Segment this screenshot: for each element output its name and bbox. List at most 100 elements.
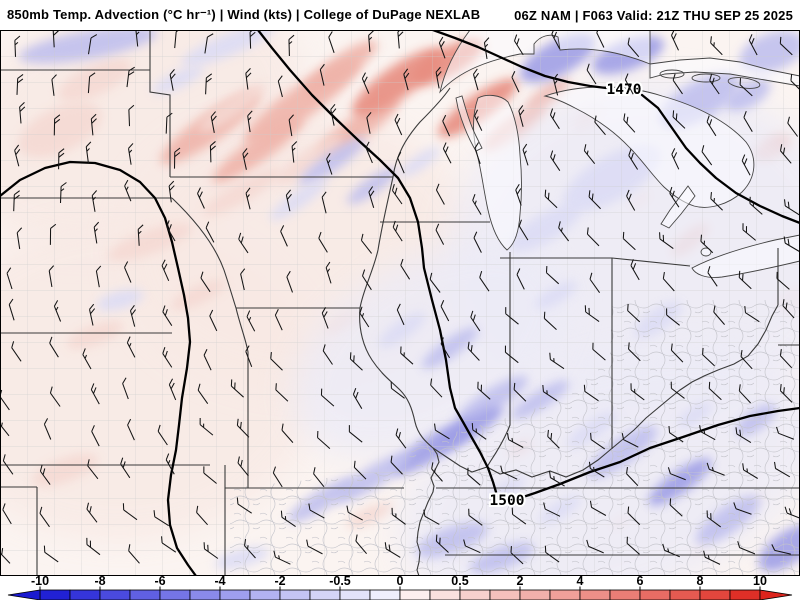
wind-barb — [513, 382, 527, 402]
wind-barb — [739, 78, 753, 97]
title-bar: 850mb Temp. Advection (°C hr⁻¹) | Wind (… — [0, 0, 800, 30]
wind-barb — [11, 341, 22, 362]
wind-barb — [628, 342, 641, 362]
wind-barb — [670, 343, 684, 363]
colorbar-segment — [129, 589, 161, 600]
wind-barb — [479, 271, 490, 292]
wind-barb — [740, 349, 753, 370]
wind-barb — [165, 453, 175, 475]
colorbar: -10 -8 -6 -4 -2 -0.5 0 0.5 2 4 6 8 10 — [0, 576, 800, 600]
wind-barb — [127, 418, 135, 441]
colorbar-tick-label: 0 — [397, 576, 404, 588]
height-contours: 1470 1500 — [0, 30, 800, 576]
wind-barb — [330, 103, 337, 126]
wind-barb — [14, 35, 21, 57]
wind-barb — [397, 151, 405, 174]
wind-barb — [545, 266, 560, 285]
wind-barb — [236, 418, 250, 438]
wind-barb — [368, 30, 374, 52]
wind-barb — [169, 69, 176, 91]
wind-barb — [197, 187, 205, 209]
wind-barb — [126, 66, 135, 88]
wind-barb — [82, 348, 92, 370]
colorbar-segment — [609, 589, 641, 600]
wind-barb — [709, 73, 720, 95]
wind-barb — [707, 266, 718, 287]
wind-barb — [627, 506, 641, 526]
wind-barb — [467, 467, 481, 486]
wind-barb — [87, 72, 96, 94]
wind-barb — [776, 426, 795, 440]
wind-barb — [391, 183, 403, 205]
wind-barb — [592, 342, 606, 361]
wind-barb — [249, 30, 256, 49]
wind-barb — [328, 31, 335, 53]
wind-barb — [779, 384, 793, 403]
height-contour-line — [256, 30, 498, 494]
wind-barb — [128, 104, 135, 127]
wind-barb — [706, 462, 725, 476]
colorbar-segment — [249, 589, 281, 600]
wind-barb — [477, 381, 491, 400]
wind-barb — [49, 336, 59, 358]
colorbar-segment — [159, 589, 191, 600]
wind-barb — [246, 310, 256, 332]
wind-barb — [322, 344, 333, 365]
wind-barb — [272, 466, 283, 488]
wind-barb — [737, 541, 756, 555]
wind-barb — [596, 30, 605, 48]
wind-barb — [506, 432, 524, 448]
wind-barb — [270, 352, 283, 371]
wind-barb — [543, 502, 561, 517]
wind-barb — [395, 428, 407, 449]
colorbar-tick-label: -0.5 — [329, 576, 351, 588]
height-contour-line — [640, 93, 800, 225]
wind-barb — [200, 271, 211, 293]
wind-barb — [630, 259, 640, 281]
height-contour-line — [431, 30, 608, 90]
colorbar-tick-label: -6 — [154, 576, 165, 588]
wind-barb — [318, 231, 328, 253]
wind-barb — [124, 261, 132, 283]
wind-barb — [518, 219, 529, 241]
wind-barb — [95, 265, 102, 288]
colorbar-tick-label: 4 — [577, 576, 584, 588]
wind-barb — [543, 311, 557, 330]
wind-barb — [16, 227, 23, 250]
wind-barb — [434, 423, 450, 440]
wind-barb — [440, 337, 451, 359]
colorbar-tick-label: 2 — [517, 576, 524, 588]
wind-barb — [58, 148, 65, 170]
wind-barb — [91, 190, 98, 212]
wind-barb — [544, 189, 558, 209]
wind-barb — [165, 112, 173, 134]
wind-barb — [306, 539, 323, 555]
wind-barb — [735, 427, 752, 444]
wind-barb — [403, 68, 410, 91]
wind-barb — [551, 30, 561, 49]
wind-barb — [510, 546, 524, 565]
wind-barb — [672, 73, 683, 95]
colorbar-tick-label: -10 — [31, 576, 49, 588]
wind-barb — [522, 143, 529, 166]
wind-barb — [463, 539, 481, 554]
wind-barb — [742, 223, 757, 241]
height-contour-line — [518, 406, 800, 500]
wind-barb — [280, 510, 296, 528]
wind-barb — [2, 454, 14, 475]
wind-barb — [199, 417, 214, 436]
wind-barb — [280, 225, 288, 247]
wind-barb — [288, 34, 295, 57]
wind-barb — [135, 30, 142, 47]
wind-barb — [203, 542, 219, 559]
island — [691, 73, 721, 83]
wind-barb — [467, 341, 480, 361]
wind-barb — [122, 503, 138, 521]
wind-barb — [776, 271, 790, 290]
county-boundaries-southeast — [230, 300, 800, 576]
wind-barb — [589, 272, 601, 294]
illinois-indiana-border — [486, 252, 511, 468]
wind-barb — [594, 115, 606, 136]
colorbar-tick-label: -4 — [214, 576, 225, 588]
wind-barb — [668, 425, 684, 443]
